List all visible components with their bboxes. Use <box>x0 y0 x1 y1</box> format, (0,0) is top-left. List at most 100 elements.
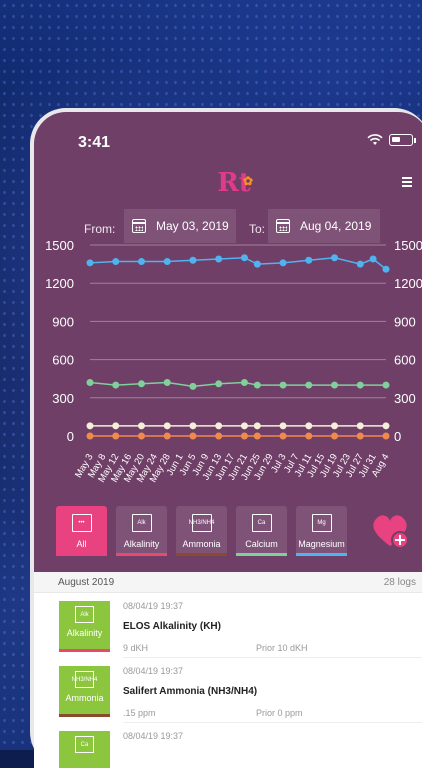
log-item[interactable]: Alk Alkalinity 08/04/19 19:37 ELOS Alkalini… <box>34 593 422 658</box>
data-point <box>189 422 197 430</box>
data-point <box>137 422 145 430</box>
from-date-value: May 03, 2019 <box>156 219 229 233</box>
log-item[interactable]: Ca 08/04/19 19:37 <box>34 723 422 768</box>
data-point <box>253 432 261 440</box>
data-point <box>253 422 261 430</box>
filter-label: Ammonia <box>182 539 221 549</box>
filter-label: Calcium <box>245 539 278 549</box>
filter-alkalinity[interactable]: Alk Alkalinity <box>116 506 167 556</box>
log-test-name: ELOS Alkalinity (KH) <box>123 621 221 632</box>
logo-text: Rt <box>217 168 251 198</box>
filter-color-bar <box>236 553 287 556</box>
data-point <box>305 422 313 430</box>
filter-label: Alkalinity <box>123 539 160 549</box>
filter-color-bar <box>176 553 227 556</box>
y-tick-label-left: 1200 <box>45 276 74 291</box>
to-date-value: Aug 04, 2019 <box>300 219 372 233</box>
parameter-filters: ••• All Alk Alkalinity NH3/NH4 Ammonia Ca Calci… <box>56 506 347 556</box>
data-point <box>86 379 94 387</box>
log-items: Alk Alkalinity 08/04/19 19:37 ELOS Alkalini… <box>34 593 422 768</box>
data-point <box>86 422 94 430</box>
series-line <box>89 256 387 270</box>
parameter-icon: Alk <box>75 606 94 623</box>
filter-ammonia[interactable]: NH3/NH4 Ammonia <box>176 506 227 556</box>
log-count: 28 logs <box>383 576 416 588</box>
data-point <box>356 260 364 268</box>
data-point <box>215 432 223 440</box>
data-point <box>331 381 339 389</box>
data-point <box>86 259 94 267</box>
log-list: August 2019 28 logs Alk Alkalinity 08/04/1… <box>34 572 422 768</box>
data-point <box>356 381 364 389</box>
data-point <box>112 422 120 430</box>
log-tile: NH3/NH4 Ammonia <box>59 666 110 717</box>
app-screen: 3:41 Rt ✿ From: May 03, 2019 <box>34 112 422 768</box>
data-point <box>382 381 390 389</box>
data-point <box>331 432 339 440</box>
app-header: 3:41 Rt ✿ From: May 03, 2019 <box>34 112 422 572</box>
parameter-icon: NH3/NH4 <box>72 671 97 688</box>
filter-magnesium-icon: Mg <box>311 514 332 532</box>
battery-icon <box>389 134 413 146</box>
filter-magnesium[interactable]: Mg Magnesium <box>296 506 347 556</box>
menu-icon[interactable] <box>402 177 412 189</box>
data-point <box>279 422 287 430</box>
filter-ammonia-icon: NH3/NH4 <box>189 514 214 532</box>
tile-color-bar <box>59 649 110 652</box>
data-point <box>189 382 197 390</box>
app-logo: Rt ✿ <box>217 168 253 198</box>
data-point <box>240 254 248 262</box>
data-point <box>240 422 248 430</box>
y-tick-label-right: 1200 <box>394 276 422 291</box>
to-date-picker[interactable]: Aug 04, 2019 <box>268 209 380 243</box>
filter-all[interactable]: ••• All <box>56 506 107 556</box>
data-point <box>112 432 120 440</box>
data-point <box>369 255 377 263</box>
data-point <box>305 432 313 440</box>
row-divider <box>123 657 422 658</box>
filter-label: All <box>76 539 87 549</box>
data-point <box>240 379 248 387</box>
log-tile: Alk Alkalinity <box>59 601 110 652</box>
data-point <box>112 381 120 389</box>
data-point <box>189 256 197 264</box>
from-date-picker[interactable]: May 03, 2019 <box>124 209 236 243</box>
leaf-icon: ✿ <box>242 174 253 188</box>
y-tick-label-left: 300 <box>52 391 74 406</box>
data-point <box>279 259 287 267</box>
log-timestamp: 08/04/19 19:37 <box>123 601 184 611</box>
data-point <box>112 258 120 266</box>
tile-label: Alkalinity <box>66 628 103 638</box>
data-point <box>137 432 145 440</box>
y-tick-label-left: 0 <box>67 429 74 444</box>
log-value: 9 dKH <box>123 643 149 653</box>
data-point <box>356 432 364 440</box>
add-favorite-heart-icon[interactable] <box>370 510 410 550</box>
parameter-icon: Ca <box>75 736 94 753</box>
data-point <box>382 265 390 273</box>
calendar-icon <box>276 219 290 233</box>
data-point <box>163 258 171 266</box>
data-point <box>253 381 261 389</box>
month-header: August 2019 28 logs <box>34 572 422 593</box>
data-point <box>137 380 145 388</box>
data-point <box>331 422 339 430</box>
log-item[interactable]: NH3/NH4 Ammonia 08/04/19 19:37 Salifert Amm… <box>34 658 422 723</box>
data-point <box>279 432 287 440</box>
row-divider <box>123 722 422 723</box>
filter-label: Magnesium <box>298 539 345 549</box>
log-prior-value: Prior 10 dKH <box>256 643 308 653</box>
y-tick-label-left: 600 <box>52 353 74 368</box>
calendar-icon <box>132 219 146 233</box>
log-value: .15 ppm <box>123 708 156 718</box>
filter-calcium[interactable]: Ca Calcium <box>236 506 287 556</box>
data-point <box>215 380 223 388</box>
data-point <box>137 258 145 266</box>
wifi-icon <box>367 134 383 145</box>
data-point <box>215 255 223 263</box>
log-test-name: Salifert Ammonia (NH3/NH4) <box>123 686 258 697</box>
series-line <box>89 381 386 388</box>
filter-color-bar <box>116 553 167 556</box>
data-point <box>382 432 390 440</box>
